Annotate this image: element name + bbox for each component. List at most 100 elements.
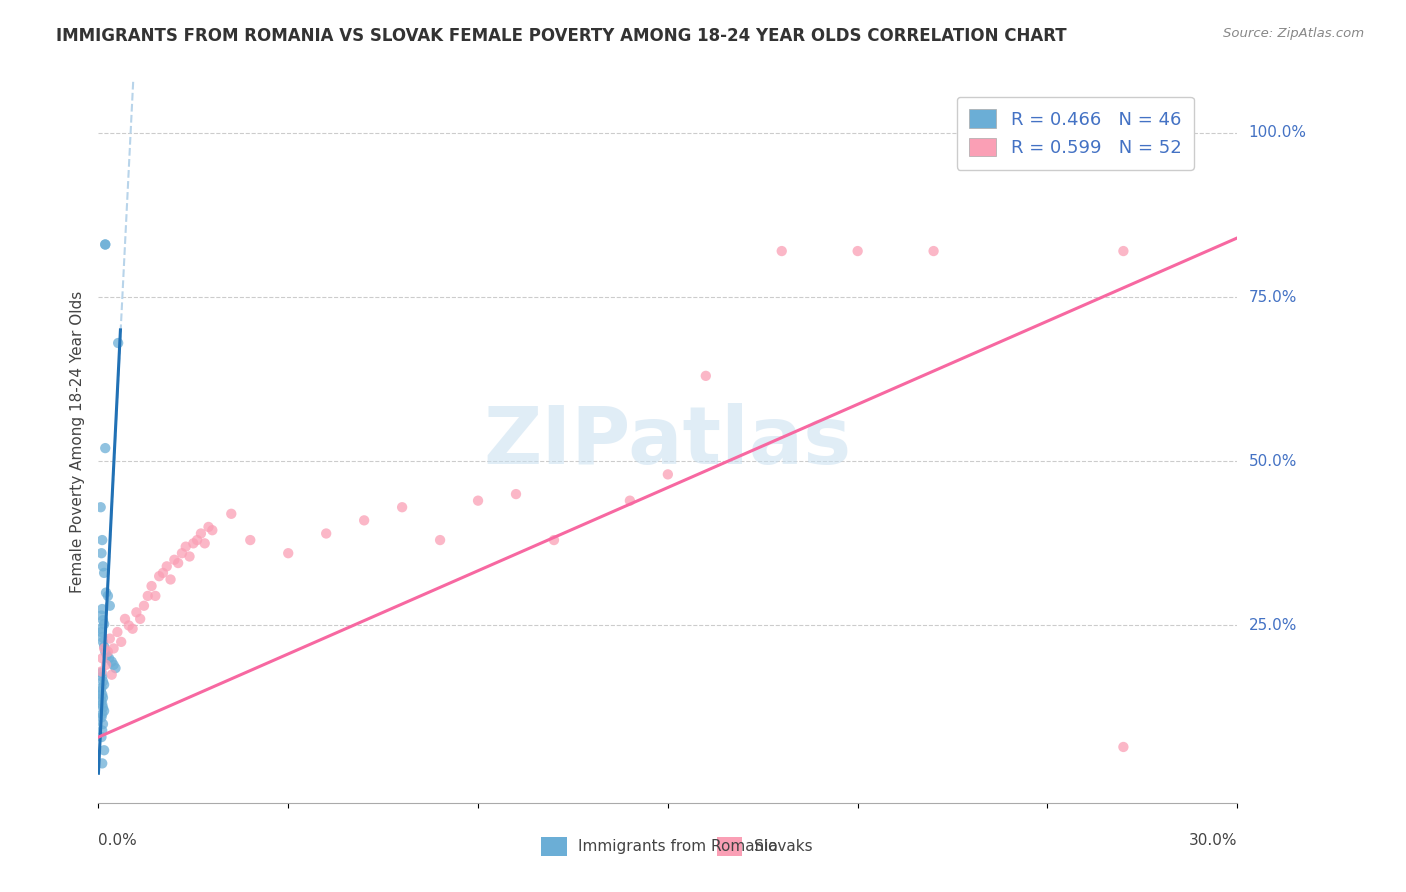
Point	[90, 625, 112, 640]
Point	[90, 608, 112, 623]
Point	[89, 622, 111, 636]
Point	[96, 648, 118, 662]
Point	[148, 569, 170, 583]
Point	[91, 700, 114, 714]
Point	[91, 630, 114, 644]
Point	[93, 704, 115, 718]
Point	[91, 717, 114, 731]
Point	[103, 657, 125, 672]
Point	[94, 657, 117, 672]
Point	[90, 681, 112, 695]
Point	[183, 536, 205, 550]
Point	[91, 602, 114, 616]
Point	[93, 743, 115, 757]
Point	[129, 612, 152, 626]
Point	[94, 441, 117, 455]
Point	[156, 559, 179, 574]
Point	[922, 244, 945, 258]
Point	[91, 651, 114, 665]
Point	[94, 237, 117, 252]
Point	[93, 640, 115, 654]
Point	[1112, 739, 1135, 754]
Point	[619, 493, 641, 508]
Text: 25.0%: 25.0%	[1249, 618, 1296, 633]
Point	[136, 589, 159, 603]
Point	[221, 507, 243, 521]
Point	[98, 599, 121, 613]
Point	[90, 694, 112, 708]
Point	[103, 641, 125, 656]
Text: Source: ZipAtlas.com: Source: ZipAtlas.com	[1223, 27, 1364, 40]
Point	[97, 645, 120, 659]
Point	[93, 617, 115, 632]
Text: Immigrants from Romania: Immigrants from Romania	[578, 839, 778, 854]
Point	[657, 467, 679, 482]
Point	[114, 612, 136, 626]
Point	[125, 605, 148, 619]
Point	[90, 665, 112, 679]
Point	[91, 690, 114, 705]
Point	[505, 487, 527, 501]
Point	[118, 618, 141, 632]
Point	[91, 723, 114, 738]
Text: Slovaks: Slovaks	[754, 839, 813, 854]
Legend: R = 0.466   N = 46, R = 0.599   N = 52: R = 0.466 N = 46, R = 0.599 N = 52	[956, 96, 1194, 169]
Point	[94, 237, 117, 252]
Point	[467, 493, 489, 508]
Point	[91, 707, 114, 722]
Point	[97, 589, 120, 603]
Point	[145, 589, 167, 603]
Point	[141, 579, 163, 593]
Text: 50.0%: 50.0%	[1249, 454, 1296, 468]
Point	[93, 677, 115, 691]
Point	[121, 622, 143, 636]
Point	[353, 513, 375, 527]
Point	[190, 526, 212, 541]
Point	[104, 661, 127, 675]
Point	[163, 553, 186, 567]
Point	[91, 533, 114, 547]
Point	[197, 520, 219, 534]
Point	[90, 665, 112, 680]
Point	[91, 698, 114, 712]
Point	[94, 585, 117, 599]
Point	[179, 549, 201, 564]
Point	[90, 730, 112, 744]
Point	[93, 641, 115, 656]
Point	[770, 244, 793, 258]
Point	[846, 244, 869, 258]
Text: 100.0%: 100.0%	[1249, 126, 1306, 140]
Point	[107, 625, 129, 640]
Text: ZIPatlas: ZIPatlas	[484, 402, 852, 481]
Text: IMMIGRANTS FROM ROMANIA VS SLOVAK FEMALE POVERTY AMONG 18-24 YEAR OLDS CORRELATI: IMMIGRANTS FROM ROMANIA VS SLOVAK FEMALE…	[56, 27, 1067, 45]
Point	[152, 566, 174, 580]
Point	[239, 533, 262, 547]
Point	[91, 670, 114, 684]
Point	[93, 566, 115, 580]
Point	[98, 651, 121, 665]
Point	[167, 556, 190, 570]
Point	[91, 613, 114, 627]
Text: 0.0%: 0.0%	[98, 833, 138, 848]
Point	[91, 687, 114, 701]
Point	[90, 500, 112, 515]
Point	[194, 536, 217, 550]
Point	[429, 533, 451, 547]
Point	[186, 533, 208, 547]
Text: 75.0%: 75.0%	[1249, 290, 1296, 304]
Point	[110, 635, 132, 649]
Point	[91, 756, 114, 771]
Point	[100, 667, 122, 681]
Point	[90, 710, 112, 724]
Point	[391, 500, 413, 515]
Point	[159, 573, 181, 587]
Text: 30.0%: 30.0%	[1189, 833, 1237, 848]
Point	[91, 674, 114, 689]
Point	[201, 523, 224, 537]
Point	[1112, 244, 1135, 258]
Point	[170, 546, 193, 560]
Point	[91, 559, 114, 574]
Point	[90, 546, 112, 560]
Point	[91, 635, 114, 649]
Point	[90, 684, 112, 698]
